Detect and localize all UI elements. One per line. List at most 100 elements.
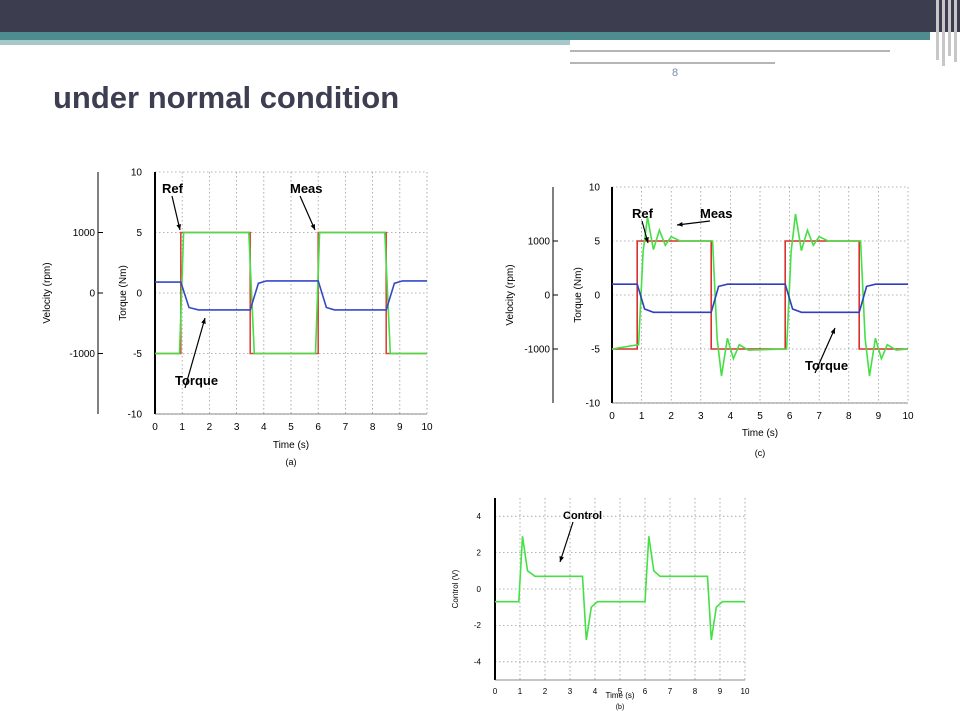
annotation-arrow xyxy=(559,521,574,563)
x-tick-label: 9 xyxy=(876,411,882,422)
velocity-axis-label: Velocity (rpm) xyxy=(505,264,516,325)
arrow-head-icon xyxy=(176,224,182,230)
x-tick-label: 0 xyxy=(609,411,615,422)
x-tick-label: 8 xyxy=(370,422,376,433)
x-axis-label: Time (s) xyxy=(273,440,309,451)
velocity-tick-label: 0 xyxy=(544,291,550,302)
annotation-arrow xyxy=(676,220,711,226)
slide-number: 8 xyxy=(672,67,679,79)
y-tick-label: 0 xyxy=(477,585,482,594)
x-tick-label: 3 xyxy=(234,422,240,433)
annotation-torque: Torque xyxy=(805,358,848,373)
series-line-torque xyxy=(612,283,908,314)
x-tick-label: 4 xyxy=(593,687,598,696)
series-line-meas xyxy=(611,213,909,377)
accent-rule-short xyxy=(570,62,775,64)
velocity-tick-label: 1000 xyxy=(73,228,96,239)
y-tick-label: 10 xyxy=(131,168,143,179)
x-tick-label: 2 xyxy=(207,422,213,433)
arrow-head-icon xyxy=(201,318,206,324)
y-tick-label: -10 xyxy=(128,410,143,421)
annotation-meas: Meas xyxy=(290,181,323,196)
series-line-meas xyxy=(155,231,427,355)
y-tick-label: -2 xyxy=(474,621,482,630)
x-tick-label: 7 xyxy=(816,411,822,422)
y-axis-label: Control (V) xyxy=(451,569,460,608)
series-line-control xyxy=(495,536,745,641)
x-tick-label: 3 xyxy=(698,411,704,422)
x-tick-label: 6 xyxy=(787,411,793,422)
x-tick-label: 4 xyxy=(261,422,267,433)
x-tick-label: 10 xyxy=(741,687,750,696)
annotation-arrow xyxy=(171,195,181,231)
x-tick-label: 7 xyxy=(343,422,349,433)
slide-title: under normal condition xyxy=(53,80,400,115)
velocity-axis-label: Velocity (rpm) xyxy=(42,262,53,323)
accent-rule-long xyxy=(570,50,890,52)
annotation-ref: Ref xyxy=(632,206,654,221)
x-tick-label: 4 xyxy=(728,411,734,422)
x-tick-label: 1 xyxy=(179,422,185,433)
annotation-arrow xyxy=(299,195,316,231)
arrow-head-icon xyxy=(677,222,683,227)
annotation-meas: Meas xyxy=(700,206,733,221)
x-tick-label: 10 xyxy=(902,411,914,422)
annotation-ref: Ref xyxy=(162,181,184,196)
x-tick-label: 2 xyxy=(543,687,548,696)
arrow-head-icon xyxy=(310,224,315,230)
torque-axis-label: Torque (Nm) xyxy=(573,267,584,323)
x-axis-label: Time (s) xyxy=(605,691,634,700)
chart-c-velocity-torque: 0 1 2 3 4 5 6 7 8 9 10 -10 -5 0 5 10 -1000 0 1000 Velocity … xyxy=(505,183,914,459)
x-tick-label: 10 xyxy=(421,422,433,433)
x-tick-label: 2 xyxy=(668,411,674,422)
accent-stripe-light xyxy=(0,40,570,45)
y-tick-label: 0 xyxy=(594,291,600,302)
x-tick-label: 8 xyxy=(846,411,852,422)
y-tick-label: -5 xyxy=(591,345,600,356)
x-tick-label: 7 xyxy=(668,687,673,696)
title-bar-band xyxy=(0,0,960,32)
annotation-torque: Torque xyxy=(175,373,218,388)
x-tick-label: 0 xyxy=(152,422,158,433)
x-tick-label: 5 xyxy=(288,422,294,433)
annotation-control: Control xyxy=(563,510,602,522)
arrow-head-icon xyxy=(830,328,835,334)
y-tick-label: 0 xyxy=(136,289,142,300)
chart-a-velocity-torque: 0 1 2 3 4 5 6 7 8 9 10 -10 -5 0 5 10 -1000 0 1000 Velocity … xyxy=(42,168,433,468)
x-tick-label: 3 xyxy=(568,687,573,696)
annotation-arrow xyxy=(814,327,836,374)
x-tick-label: 9 xyxy=(718,687,723,696)
y-tick-label: 2 xyxy=(477,548,482,557)
x-tick-label: 9 xyxy=(397,422,403,433)
torque-axis-label: Torque (Nm) xyxy=(118,265,129,321)
arrow-head-icon xyxy=(559,556,564,562)
series-line-ref xyxy=(612,240,908,350)
figure-caption: (b) xyxy=(616,704,625,711)
y-tick-label: 4 xyxy=(477,512,482,521)
x-tick-label: 1 xyxy=(639,411,645,422)
y-tick-label: -10 xyxy=(586,399,601,410)
figure-caption: (c) xyxy=(755,448,766,458)
y-tick-label: 10 xyxy=(589,183,601,194)
velocity-tick-label: -1000 xyxy=(69,349,95,360)
velocity-tick-label: 0 xyxy=(89,289,95,300)
x-tick-label: 6 xyxy=(643,687,648,696)
x-tick-label: 5 xyxy=(618,687,623,696)
y-tick-label: 5 xyxy=(136,228,142,239)
velocity-tick-label: 1000 xyxy=(528,237,551,248)
arrow-head-icon xyxy=(644,237,649,243)
x-axis-label: Time (s) xyxy=(742,428,778,439)
velocity-tick-label: -1000 xyxy=(524,345,550,356)
y-tick-label: 5 xyxy=(594,237,600,248)
x-tick-label: 8 xyxy=(693,687,698,696)
x-tick-label: 5 xyxy=(757,411,763,422)
series-line-torque xyxy=(155,280,427,311)
x-tick-label: 0 xyxy=(493,687,498,696)
figure-caption: (a) xyxy=(286,457,297,467)
annotation-arrow xyxy=(184,317,206,389)
x-tick-label: 1 xyxy=(518,687,523,696)
x-tick-label: 6 xyxy=(315,422,321,433)
y-tick-label: -5 xyxy=(133,349,142,360)
y-tick-label: -4 xyxy=(474,658,482,667)
chart-b-control: 0 1 2 3 4 5 6 7 8 9 10 -4 -2 0 2 4 Control (V) Time (s) (b… xyxy=(451,498,750,711)
